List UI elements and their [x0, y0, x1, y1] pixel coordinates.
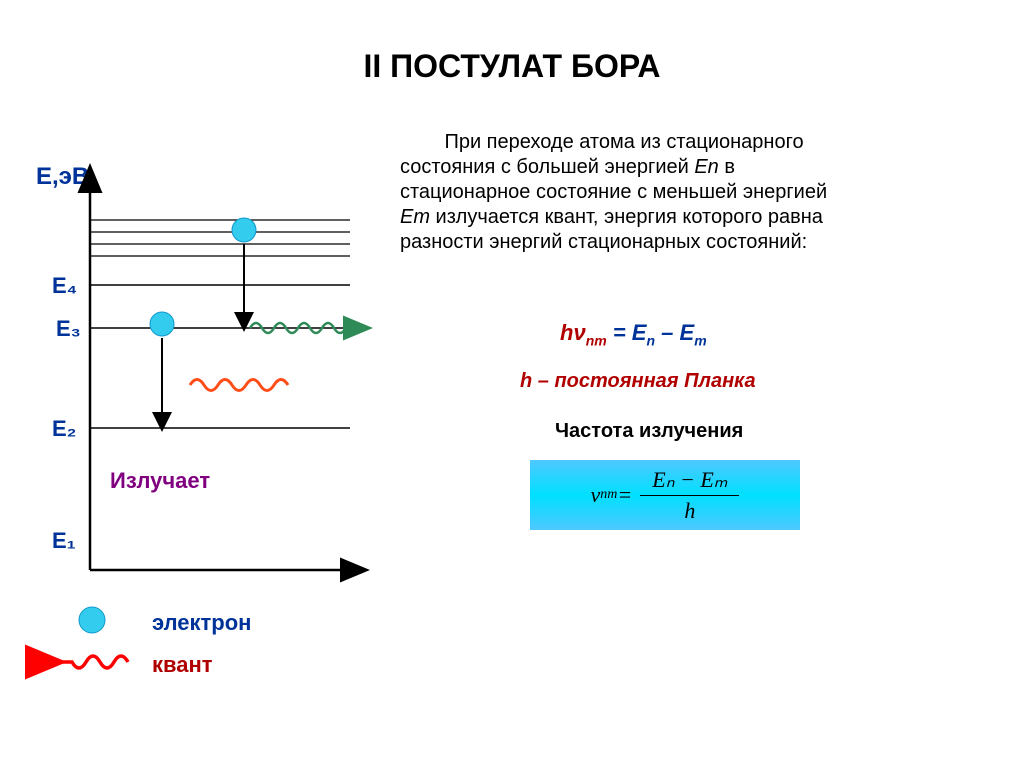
electron-dot [232, 218, 256, 242]
photon-wave-red [190, 380, 288, 391]
legend-electron-icon [79, 607, 105, 633]
energy-level-diagram [0, 0, 1024, 767]
electron-dot [150, 312, 174, 336]
legend-quantum-icon [60, 656, 128, 668]
